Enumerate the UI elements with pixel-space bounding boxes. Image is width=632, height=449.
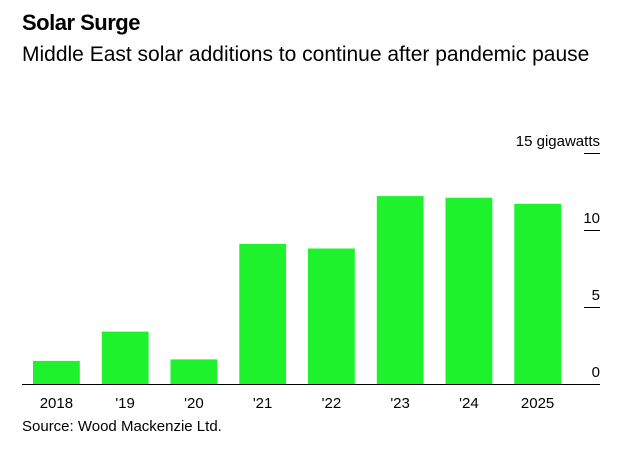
chart-title: Solar Surge [22, 10, 140, 35]
x-tick-label: 2018 [40, 395, 73, 412]
bar-7 [514, 203, 562, 384]
bar-5 [376, 196, 424, 384]
y-tick-label: 10 [583, 210, 600, 227]
bar-2 [170, 359, 218, 384]
x-tick-label: '24 [459, 395, 479, 412]
x-tick-label: '21 [253, 395, 273, 412]
x-tick-label: '19 [115, 395, 135, 412]
x-tick-label: '22 [322, 395, 342, 412]
y-tick-label: 15 gigawatts [516, 133, 600, 150]
x-tick-label: 2025 [521, 395, 554, 412]
y-tick-label: 0 [592, 364, 600, 381]
source-note: Source: Wood Mackenzie Ltd. [22, 418, 222, 435]
chart-subtitle: Middle East solar additions to continue … [22, 43, 590, 66]
bar-6 [445, 197, 493, 384]
bar-3 [239, 243, 287, 384]
x-tick-label: '20 [184, 395, 204, 412]
x-tick-label: '23 [390, 395, 410, 412]
bar-1 [101, 331, 149, 384]
bar-4 [308, 248, 355, 384]
bar-0 [33, 360, 80, 384]
y-tick-label: 5 [592, 287, 600, 304]
